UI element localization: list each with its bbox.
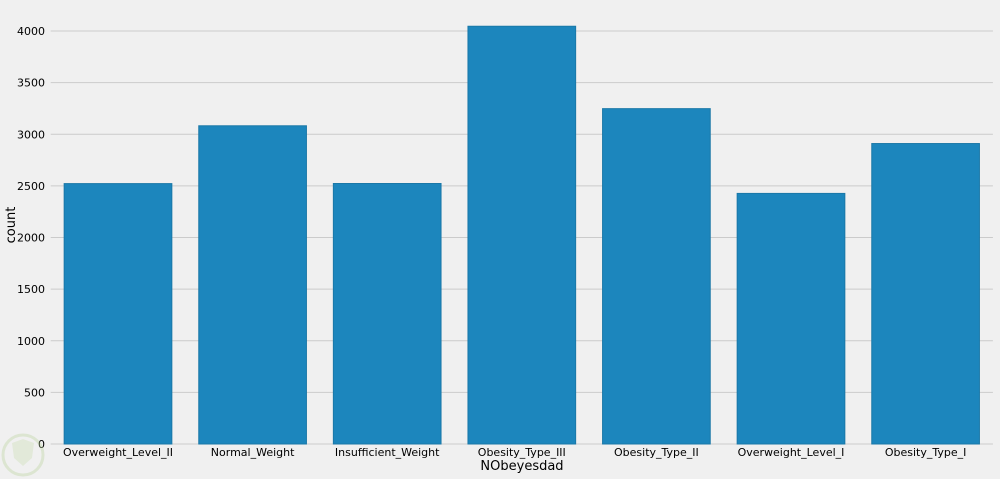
bar-obesity-type-ii xyxy=(602,108,711,445)
y-tick-label: 2000 xyxy=(17,232,45,245)
bar-obesity-type-i xyxy=(871,143,980,445)
y-tick-label: 1000 xyxy=(17,335,45,348)
bar-insufficient-weight xyxy=(332,183,442,445)
x-tick-label: Overweight_Level_II xyxy=(63,446,173,459)
bar-overweight-level-i xyxy=(736,192,846,445)
x-tick-label: Obesity_Type_II xyxy=(614,446,699,459)
x-tick-label: Obesity_Type_I xyxy=(885,446,967,459)
y-tick-label: 4000 xyxy=(17,25,45,38)
y-tick-label: 3000 xyxy=(17,128,45,141)
y-tick-label: 0 xyxy=(38,438,45,451)
y-tick-label: 3500 xyxy=(17,77,45,90)
bars xyxy=(63,25,980,445)
x-tick-label: Overweight_Level_I xyxy=(738,446,845,459)
watermark-logo-icon xyxy=(1,433,45,477)
x-tick-label: Normal_Weight xyxy=(211,446,295,459)
y-axis-label: count xyxy=(4,207,19,244)
y-tick-label: 2500 xyxy=(17,180,45,193)
x-tick-labels: Overweight_Level_II Normal_Weight Insuffic… xyxy=(63,446,966,459)
bar-obesity-type-iii xyxy=(467,25,577,445)
x-axis-label: NObeyesdad xyxy=(480,459,563,474)
x-tick-label: Insufficient_Weight xyxy=(335,446,440,459)
bar-normal-weight xyxy=(198,125,307,445)
y-tick-label: 1500 xyxy=(17,283,45,296)
x-tick-label: Obesity_Type_III xyxy=(478,446,566,459)
y-tick-labels: 0 500 1000 1500 2000 2500 3000 3500 4000 xyxy=(17,25,45,451)
bar-overweight-level-ii xyxy=(63,183,173,445)
y-tick-label: 500 xyxy=(24,386,45,399)
